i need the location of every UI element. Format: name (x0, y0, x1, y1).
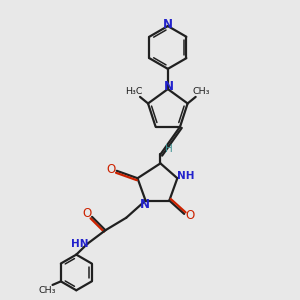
Text: N: N (140, 198, 150, 211)
Text: H₃C: H₃C (125, 87, 143, 96)
Text: CH₃: CH₃ (38, 286, 56, 295)
Text: O: O (185, 208, 195, 222)
Text: HN: HN (70, 239, 88, 249)
Text: N: N (164, 80, 174, 94)
Text: H: H (165, 144, 172, 154)
Text: CH₃: CH₃ (193, 87, 210, 96)
Text: NH: NH (177, 171, 194, 181)
Text: O: O (82, 207, 91, 220)
Text: O: O (107, 163, 116, 176)
Text: N: N (163, 18, 173, 31)
